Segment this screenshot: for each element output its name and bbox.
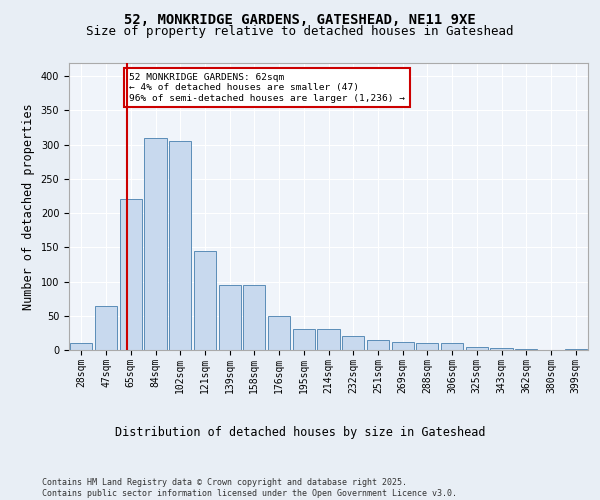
Bar xyxy=(169,141,191,350)
Bar xyxy=(342,336,364,350)
Y-axis label: Number of detached properties: Number of detached properties xyxy=(22,103,35,310)
Bar xyxy=(145,138,167,350)
Text: Distribution of detached houses by size in Gateshead: Distribution of detached houses by size … xyxy=(115,426,485,439)
Bar xyxy=(243,285,265,350)
Text: 52, MONKRIDGE GARDENS, GATESHEAD, NE11 9XE: 52, MONKRIDGE GARDENS, GATESHEAD, NE11 9… xyxy=(124,12,476,26)
Bar xyxy=(293,330,315,350)
Text: Size of property relative to detached houses in Gateshead: Size of property relative to detached ho… xyxy=(86,25,514,38)
Bar xyxy=(119,200,142,350)
Bar xyxy=(441,343,463,350)
Text: 52 MONKRIDGE GARDENS: 62sqm
← 4% of detached houses are smaller (47)
96% of semi: 52 MONKRIDGE GARDENS: 62sqm ← 4% of deta… xyxy=(129,73,405,102)
Bar xyxy=(392,342,414,350)
Bar xyxy=(466,346,488,350)
Bar xyxy=(515,348,538,350)
Bar xyxy=(218,285,241,350)
Bar xyxy=(490,348,512,350)
Bar xyxy=(317,330,340,350)
Bar xyxy=(194,250,216,350)
Bar xyxy=(565,348,587,350)
Bar xyxy=(95,306,117,350)
Bar xyxy=(416,343,439,350)
Bar xyxy=(268,316,290,350)
Text: Contains HM Land Registry data © Crown copyright and database right 2025.
Contai: Contains HM Land Registry data © Crown c… xyxy=(42,478,457,498)
Bar xyxy=(367,340,389,350)
Bar xyxy=(70,343,92,350)
